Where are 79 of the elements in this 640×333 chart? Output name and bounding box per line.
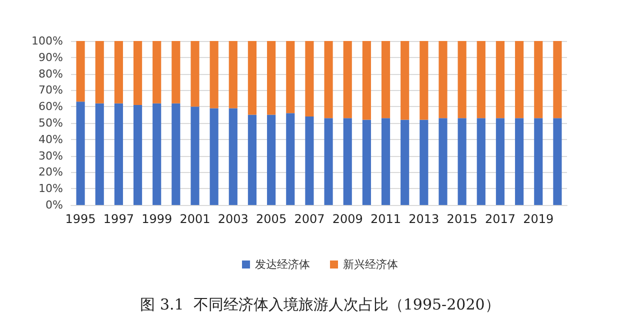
bar <box>343 41 352 118</box>
bar <box>172 41 180 104</box>
x-tick-label: 2013 <box>408 212 440 226</box>
bar <box>95 103 104 205</box>
y-tick-label: 40% <box>38 132 63 146</box>
text: 图 3.1 不同经济体入境旅游人次占比（1995-2020） <box>140 296 500 314</box>
bar <box>381 41 390 118</box>
bar <box>496 118 505 205</box>
x-tick-label: 2011 <box>370 212 402 226</box>
bar <box>76 102 85 205</box>
bar <box>172 103 180 205</box>
bar <box>133 104 142 205</box>
bar <box>324 118 333 205</box>
bar <box>476 118 486 205</box>
x-tick-label: 1997 <box>103 212 134 226</box>
y-tick-label: 60% <box>38 100 63 114</box>
bar <box>228 108 238 205</box>
bar <box>152 103 162 205</box>
bar <box>553 118 562 205</box>
bar <box>76 41 85 102</box>
bar <box>305 41 314 116</box>
y-tick-label: 100% <box>32 34 63 48</box>
x-tick-label: 1999 <box>142 212 172 226</box>
bar <box>267 41 276 115</box>
bar <box>362 41 371 120</box>
y-tick-label: 50% <box>38 116 63 130</box>
bar <box>210 108 218 205</box>
bar <box>496 41 505 118</box>
bar <box>248 41 257 115</box>
x-tick-label: 2005 <box>256 212 287 226</box>
bar <box>95 41 104 104</box>
bar <box>476 41 486 118</box>
bar <box>515 118 524 205</box>
bar <box>438 118 448 205</box>
bar <box>534 41 543 118</box>
bar <box>362 120 371 205</box>
bar <box>400 120 410 205</box>
bar <box>400 41 410 120</box>
bar <box>458 118 466 205</box>
x-tick-label: 2009 <box>332 212 363 226</box>
bar <box>553 41 562 118</box>
bar <box>190 106 200 205</box>
bar <box>133 41 142 105</box>
bar <box>420 41 428 120</box>
bar <box>228 41 238 108</box>
bar <box>343 118 352 205</box>
bar <box>210 41 218 108</box>
x-tick-label: 2015 <box>446 212 478 226</box>
bar <box>267 114 276 205</box>
bar <box>458 41 466 118</box>
x-tick-label: 2019 <box>523 212 554 226</box>
bar <box>286 113 295 205</box>
legend-label: 发达经济体 <box>255 258 310 271</box>
bar <box>438 41 448 118</box>
x-tick-label: 2001 <box>180 212 210 226</box>
x-tick-label: 1995 <box>65 212 96 226</box>
bar <box>152 41 162 104</box>
legend-label: 新兴经济体 <box>343 258 398 271</box>
y-tick-label: 80% <box>38 67 63 80</box>
bar <box>114 103 123 205</box>
y-tick-label: 90% <box>38 50 63 64</box>
y-tick-label: 30% <box>38 149 63 162</box>
bar <box>248 114 257 205</box>
bar <box>305 116 314 205</box>
bar <box>381 118 390 205</box>
bar <box>324 41 333 118</box>
y-tick-label: 70% <box>38 84 63 97</box>
x-tick-label: 2017 <box>484 212 516 226</box>
bar <box>534 118 543 205</box>
bar <box>190 41 200 107</box>
y-tick-label: 10% <box>38 182 63 196</box>
y-tick-label: 0% <box>46 198 63 212</box>
x-tick-label: 2007 <box>294 212 325 226</box>
bar <box>114 41 123 104</box>
bar <box>286 41 295 114</box>
bar <box>515 41 524 118</box>
bar <box>420 120 428 205</box>
y-tick-label: 20% <box>38 166 63 179</box>
x-tick-label: 2003 <box>218 212 248 226</box>
